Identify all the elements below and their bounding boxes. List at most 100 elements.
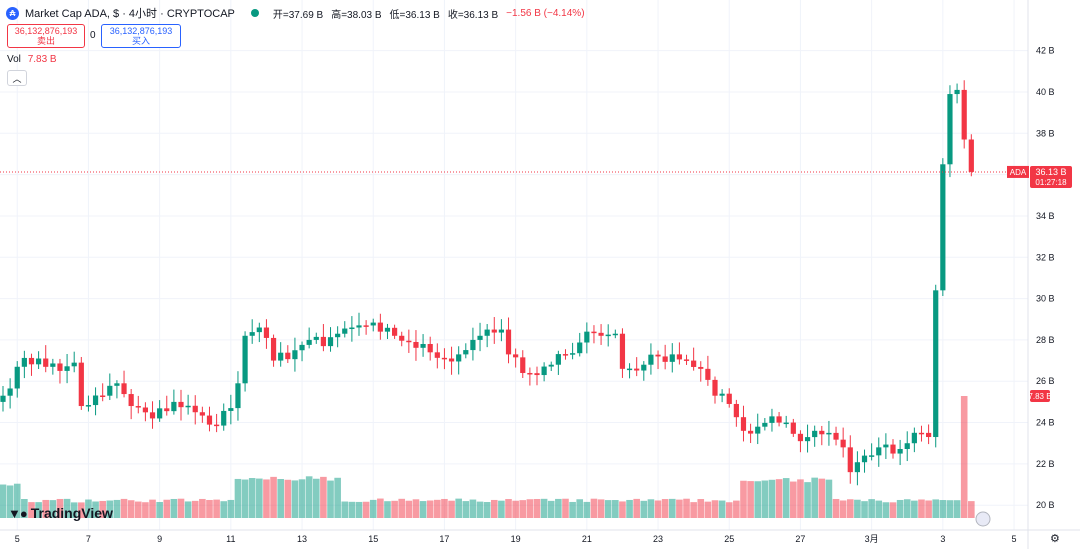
sell-button[interactable]: 36,132,876,193 卖出 [7,24,85,48]
volume-bar [854,499,861,518]
volume-bar [925,500,932,518]
volume-bar [256,478,263,518]
candle-body [406,340,412,343]
buy-label: 买入 [131,36,150,46]
candle-body [434,352,440,358]
candle-body [249,332,255,336]
volume-bar [868,499,875,518]
volume-bar [476,501,484,518]
volume-bar [419,501,427,518]
volume-bar [434,499,441,518]
candle-body [399,335,405,341]
candle-body [370,322,376,326]
candle-body [783,422,789,425]
volume-bar [56,498,64,518]
candle-body [64,366,70,371]
volume-bar [740,480,747,518]
volume-bar [227,499,235,518]
volume-bar [142,502,149,518]
candle-body [185,405,191,408]
candle-body [940,164,946,291]
time-tick-label: 19 [511,534,521,544]
candle-body [7,388,13,396]
volume-bar [960,396,968,518]
candle-body [206,415,213,425]
candle-body [705,368,711,380]
tradingview-logo[interactable]: ▼● TradingView [8,505,113,521]
candle-body [626,368,633,371]
volume-bar [441,498,448,518]
candle-body [498,329,504,333]
volume-bar [127,500,135,518]
candle-body [441,357,448,360]
candle-body [256,327,262,333]
volume-bar [896,499,904,518]
volume-bar [220,501,228,518]
candle-body [911,432,917,444]
candle-body [335,333,341,338]
candle-body [21,357,27,367]
volume-bar [704,501,712,518]
candle-body [50,363,56,367]
volume-bar [939,500,947,518]
volume-bar [811,477,818,518]
volume-bar [312,478,320,518]
buy-button[interactable]: 36,132,876,193 买入 [101,24,181,48]
volume-bar [654,500,662,518]
candle-body [926,432,932,438]
volume-bar [469,499,477,518]
candle-body [904,443,910,449]
candle-body [840,439,846,448]
candle-body [641,364,647,371]
collapse-button[interactable]: ︿ [7,70,27,86]
candle-body [0,395,6,402]
candle-body [71,362,77,367]
candle-body [142,407,148,413]
volume-bar [768,479,776,518]
volume-bar [42,499,50,518]
candle-body [527,372,533,375]
candle-body [57,363,63,371]
candle-body [320,336,326,347]
candle-body [342,328,348,334]
price-tick-label: 42 B [1036,46,1055,56]
time-tick-label: 7 [86,534,91,544]
candle-body [591,331,597,334]
candle-body [420,343,426,348]
volume-bar [882,502,890,518]
volume-bar [78,502,85,518]
candle-body [470,339,476,351]
volume-bar [270,476,277,518]
candle-body [748,430,754,434]
chevron-up-icon: ︿ [12,73,22,84]
candle-body [78,362,84,407]
volume-bar [825,479,833,518]
candle-body [669,354,675,362]
volume-bar [818,478,826,518]
candle-body [513,354,519,358]
gear-icon[interactable]: ⚙ [1050,532,1060,545]
volume-bar [6,485,14,518]
time-tick-label: 27 [795,534,805,544]
candle-body [719,393,725,396]
volume-bar [163,499,171,518]
candle-body [683,359,690,361]
volume-bar [903,499,911,518]
volume-bar [305,476,313,518]
volume-bar [291,480,299,518]
volume-bar [28,502,35,518]
time-tick-label: 3 [940,534,945,544]
volume-bar [398,498,406,518]
volume-bar [661,499,669,518]
volume-bar [426,500,434,518]
market-status-dot[interactable] [250,9,259,17]
volume-bar [355,501,363,518]
time-tick-label: 25 [724,534,734,544]
volume-bar [248,478,256,518]
volume-bar [405,500,413,518]
volume-bar [113,499,121,518]
candle-body [812,430,818,438]
candle-body [278,352,284,361]
